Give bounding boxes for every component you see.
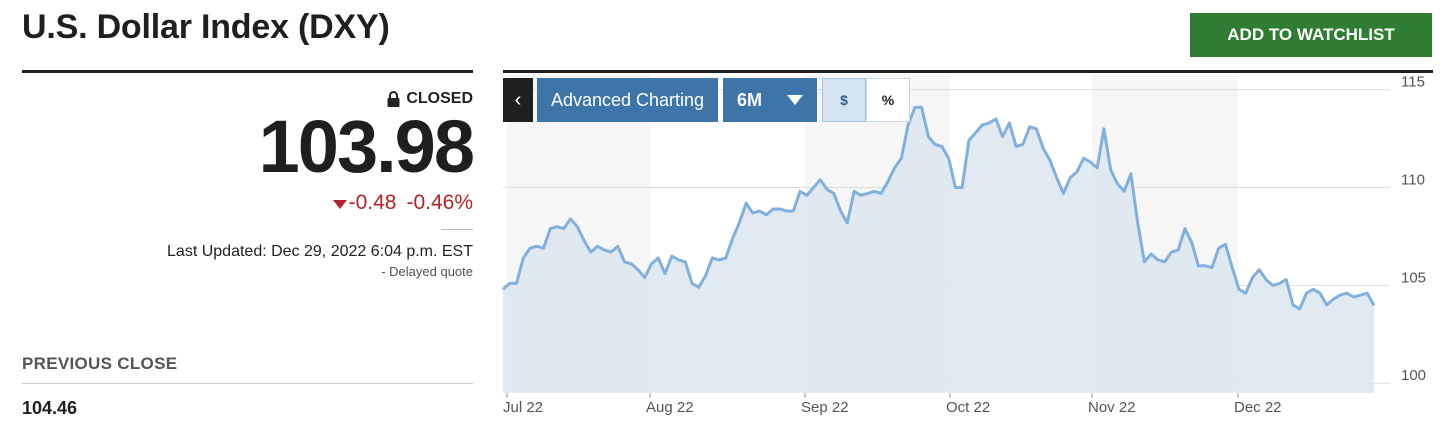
y-tick-label: 115 <box>1401 74 1425 91</box>
x-tick-label: Nov 22 <box>1088 399 1136 416</box>
x-axis-labels: Jul 22 Aug 22 Sep 22 Oct 22 Nov 22 Dec 22 <box>503 393 1282 416</box>
add-to-watchlist-button[interactable]: ADD TO WATCHLIST <box>1190 13 1432 57</box>
market-status-label: CLOSED <box>406 90 473 107</box>
market-status: CLOSED <box>387 90 473 108</box>
previous-close-label: PREVIOUS CLOSE <box>22 354 178 373</box>
y-tick-label: 105 <box>1401 269 1426 286</box>
chart-area-fill <box>503 107 1374 394</box>
page-title: U.S. Dollar Index (DXY) <box>22 8 390 46</box>
advanced-charting-button[interactable]: Advanced Charting <box>537 78 718 122</box>
last-price: 103.98 <box>258 105 475 188</box>
quote-panel-divider <box>22 70 473 73</box>
chevron-down-icon <box>787 95 803 105</box>
chart-price-line <box>502 105 1376 311</box>
last-updated: Last Updated: Dec 29, 2022 6:04 p.m. EST <box>167 243 473 260</box>
x-tick-label: Jul 22 <box>503 399 543 416</box>
y-axis-labels: 100 105 110 115 <box>1401 74 1426 385</box>
y-tick-label: 110 <box>1401 172 1425 189</box>
time-range-dropdown[interactable]: 6M <box>723 78 817 122</box>
x-tick-label: Oct 22 <box>946 399 990 416</box>
chart-panel-divider <box>503 70 1433 73</box>
change-percent: -0.46% <box>406 191 473 214</box>
dollar-mode-toggle[interactable]: $ <box>822 78 866 122</box>
price-change: -0.48 -0.46% <box>332 191 473 215</box>
x-tick-label: Aug 22 <box>646 399 694 416</box>
collapse-toolbar-button[interactable]: ‹ <box>503 78 533 122</box>
time-range-value: 6M <box>737 89 763 110</box>
previous-close-value: 104.46 <box>22 398 78 418</box>
change-value: -0.48 <box>348 191 397 214</box>
y-tick-label: 100 <box>1401 367 1426 384</box>
lock-icon <box>387 91 400 107</box>
delayed-quote-note: - Delayed quote <box>381 264 473 279</box>
previous-close-divider <box>22 383 473 384</box>
down-arrow-icon <box>332 200 347 209</box>
x-tick-label: Dec 22 <box>1234 399 1282 416</box>
x-tick-label: Sep 22 <box>801 399 849 416</box>
percent-mode-toggle[interactable]: % <box>866 78 910 122</box>
quote-separator <box>441 229 473 230</box>
